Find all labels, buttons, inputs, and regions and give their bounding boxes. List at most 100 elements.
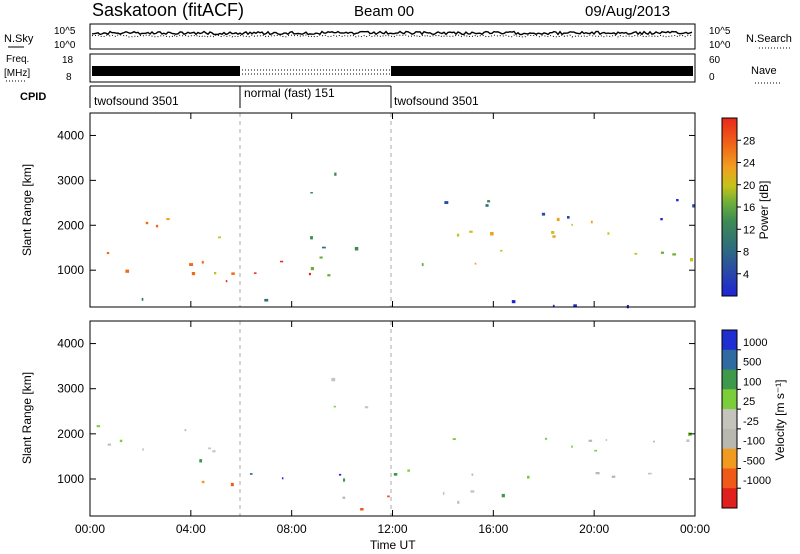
x-tick-label: 08:00 (277, 522, 307, 536)
power-cell (573, 304, 577, 308)
power-cell (500, 249, 503, 252)
velocity-cell (594, 449, 597, 452)
velocity-colorbar-tick: -25 (743, 416, 759, 428)
power-cell (253, 272, 257, 274)
velocity-colorbar-tick: 100 (743, 376, 761, 388)
nave-tick-bottom: 0 (709, 72, 715, 83)
velocity-cell (338, 473, 342, 476)
power-colorbar-tick: 24 (743, 158, 755, 170)
velocity-colorbar-ticks: 1000 500 100 25 -25 -100 -500 -1000 (737, 337, 771, 489)
power-cell (692, 204, 696, 208)
y-tick-label: 3000 (57, 173, 84, 187)
velocity-cell (364, 406, 369, 409)
power-cell (166, 218, 170, 221)
velocity-cell (686, 439, 690, 442)
velocity-cell (208, 447, 211, 450)
power-cell (354, 247, 359, 251)
power-cell (264, 298, 269, 302)
velocity-cell (201, 480, 205, 484)
y-tick-label: 1000 (57, 263, 84, 277)
noise-right-tick-bottom: 10^0 (709, 40, 731, 51)
power-cell (201, 260, 204, 264)
velocity-cell (588, 439, 593, 442)
velocity-colorbar-tick: -100 (743, 436, 765, 448)
power-cell (310, 192, 313, 194)
power-cell (310, 236, 313, 240)
nave-tick-top: 60 (709, 55, 721, 66)
beam-title: Beam 00 (354, 3, 414, 20)
power-cell (327, 274, 331, 277)
noise-left-tick-top: 10^5 (54, 26, 76, 37)
power-cell (541, 212, 546, 216)
velocity-cell (470, 490, 475, 493)
velocity-cell (343, 478, 346, 482)
freq-band-segment-1 (92, 66, 240, 76)
velocity-cell (442, 491, 445, 495)
x-axis-label: Time UT (370, 538, 416, 552)
power-cell (231, 272, 235, 275)
cpid-segment-3: twofsound 3501 (394, 94, 479, 108)
freq-tick-top: 18 (62, 55, 74, 66)
velocity-cell (501, 493, 505, 498)
x-tick-label: 12:00 (377, 522, 407, 536)
velocity-y-axis-label: Slant Range [km] (20, 372, 34, 464)
x-tick-label: 04:00 (176, 522, 206, 536)
power-cell (672, 253, 676, 256)
freq-label-line2: [MHz] (4, 68, 30, 79)
cpid-segment-1: twofsound 3501 (94, 94, 179, 108)
power-cell (189, 263, 194, 266)
x-tick-label: 20:00 (579, 522, 609, 536)
noise-search-line (91, 34, 692, 38)
y-tick-label: 2000 (57, 427, 84, 441)
velocity-colorbar-label: Velocity [m s⁻¹] (773, 379, 787, 460)
power-colorbar-tick: 12 (743, 224, 755, 236)
power-cell (551, 231, 555, 234)
power-cell (660, 218, 663, 221)
power-data-cells (106, 172, 696, 309)
power-cell (690, 258, 693, 262)
power-colorbar: 4 8 12 16 20 24 28 Power [dB] (721, 117, 771, 297)
freq-label-line1: Freq. (6, 54, 29, 65)
velocity-cell (457, 500, 460, 504)
velocity-colorbar-block (722, 409, 737, 430)
velocity-colorbar-block (722, 330, 737, 351)
velocity-cell (360, 508, 364, 511)
date-title: 09/Aug/2013 (585, 3, 670, 20)
nave-label: Nave (751, 65, 777, 77)
power-cell (145, 221, 149, 225)
power-cell (485, 204, 489, 207)
y-tick-label: 4000 (57, 128, 84, 142)
power-cell (676, 199, 679, 202)
velocity-colorbar-tick: 500 (743, 357, 761, 369)
station-title: Saskatoon (fitACF) (92, 0, 244, 20)
power-cell (660, 251, 664, 254)
velocity-cell (387, 495, 390, 498)
power-cell (106, 252, 110, 255)
power-cell (456, 233, 460, 237)
cpid-segment-2: normal (fast) 151 (244, 86, 335, 100)
power-cell (319, 256, 323, 259)
power-cell (607, 232, 610, 235)
noise-left-tick-bottom: 10^0 (54, 40, 76, 51)
velocity-cell (571, 445, 573, 448)
velocity-colorbar-tick: -1000 (743, 475, 771, 487)
power-cell (474, 262, 477, 265)
power-cell (590, 220, 593, 224)
velocity-cell (230, 482, 234, 487)
x-axis-ticks: 00:00 04:00 08:00 12:00 16:00 20:00 00:00 (75, 113, 710, 536)
velocity-colorbar-block (722, 369, 737, 390)
power-cell (552, 304, 555, 307)
power-cell (280, 260, 284, 263)
power-cell (490, 232, 494, 236)
velocity-y-ticks: 1000 2000 3000 4000 (57, 337, 695, 486)
power-colorbar-tick: 8 (743, 247, 749, 259)
velocity-cell (96, 425, 101, 428)
velocity-cell (611, 475, 616, 478)
velocity-cell (342, 496, 346, 499)
power-colorbar-tick: 28 (743, 135, 755, 147)
velocity-cell (184, 429, 187, 432)
velocity-colorbar-block (722, 488, 737, 509)
power-cell (571, 223, 573, 226)
noise-panel: N.Sky 10^5 10^0 10^5 10^0 N.Search (4, 23, 792, 51)
velocity-colorbar-block (722, 468, 737, 489)
